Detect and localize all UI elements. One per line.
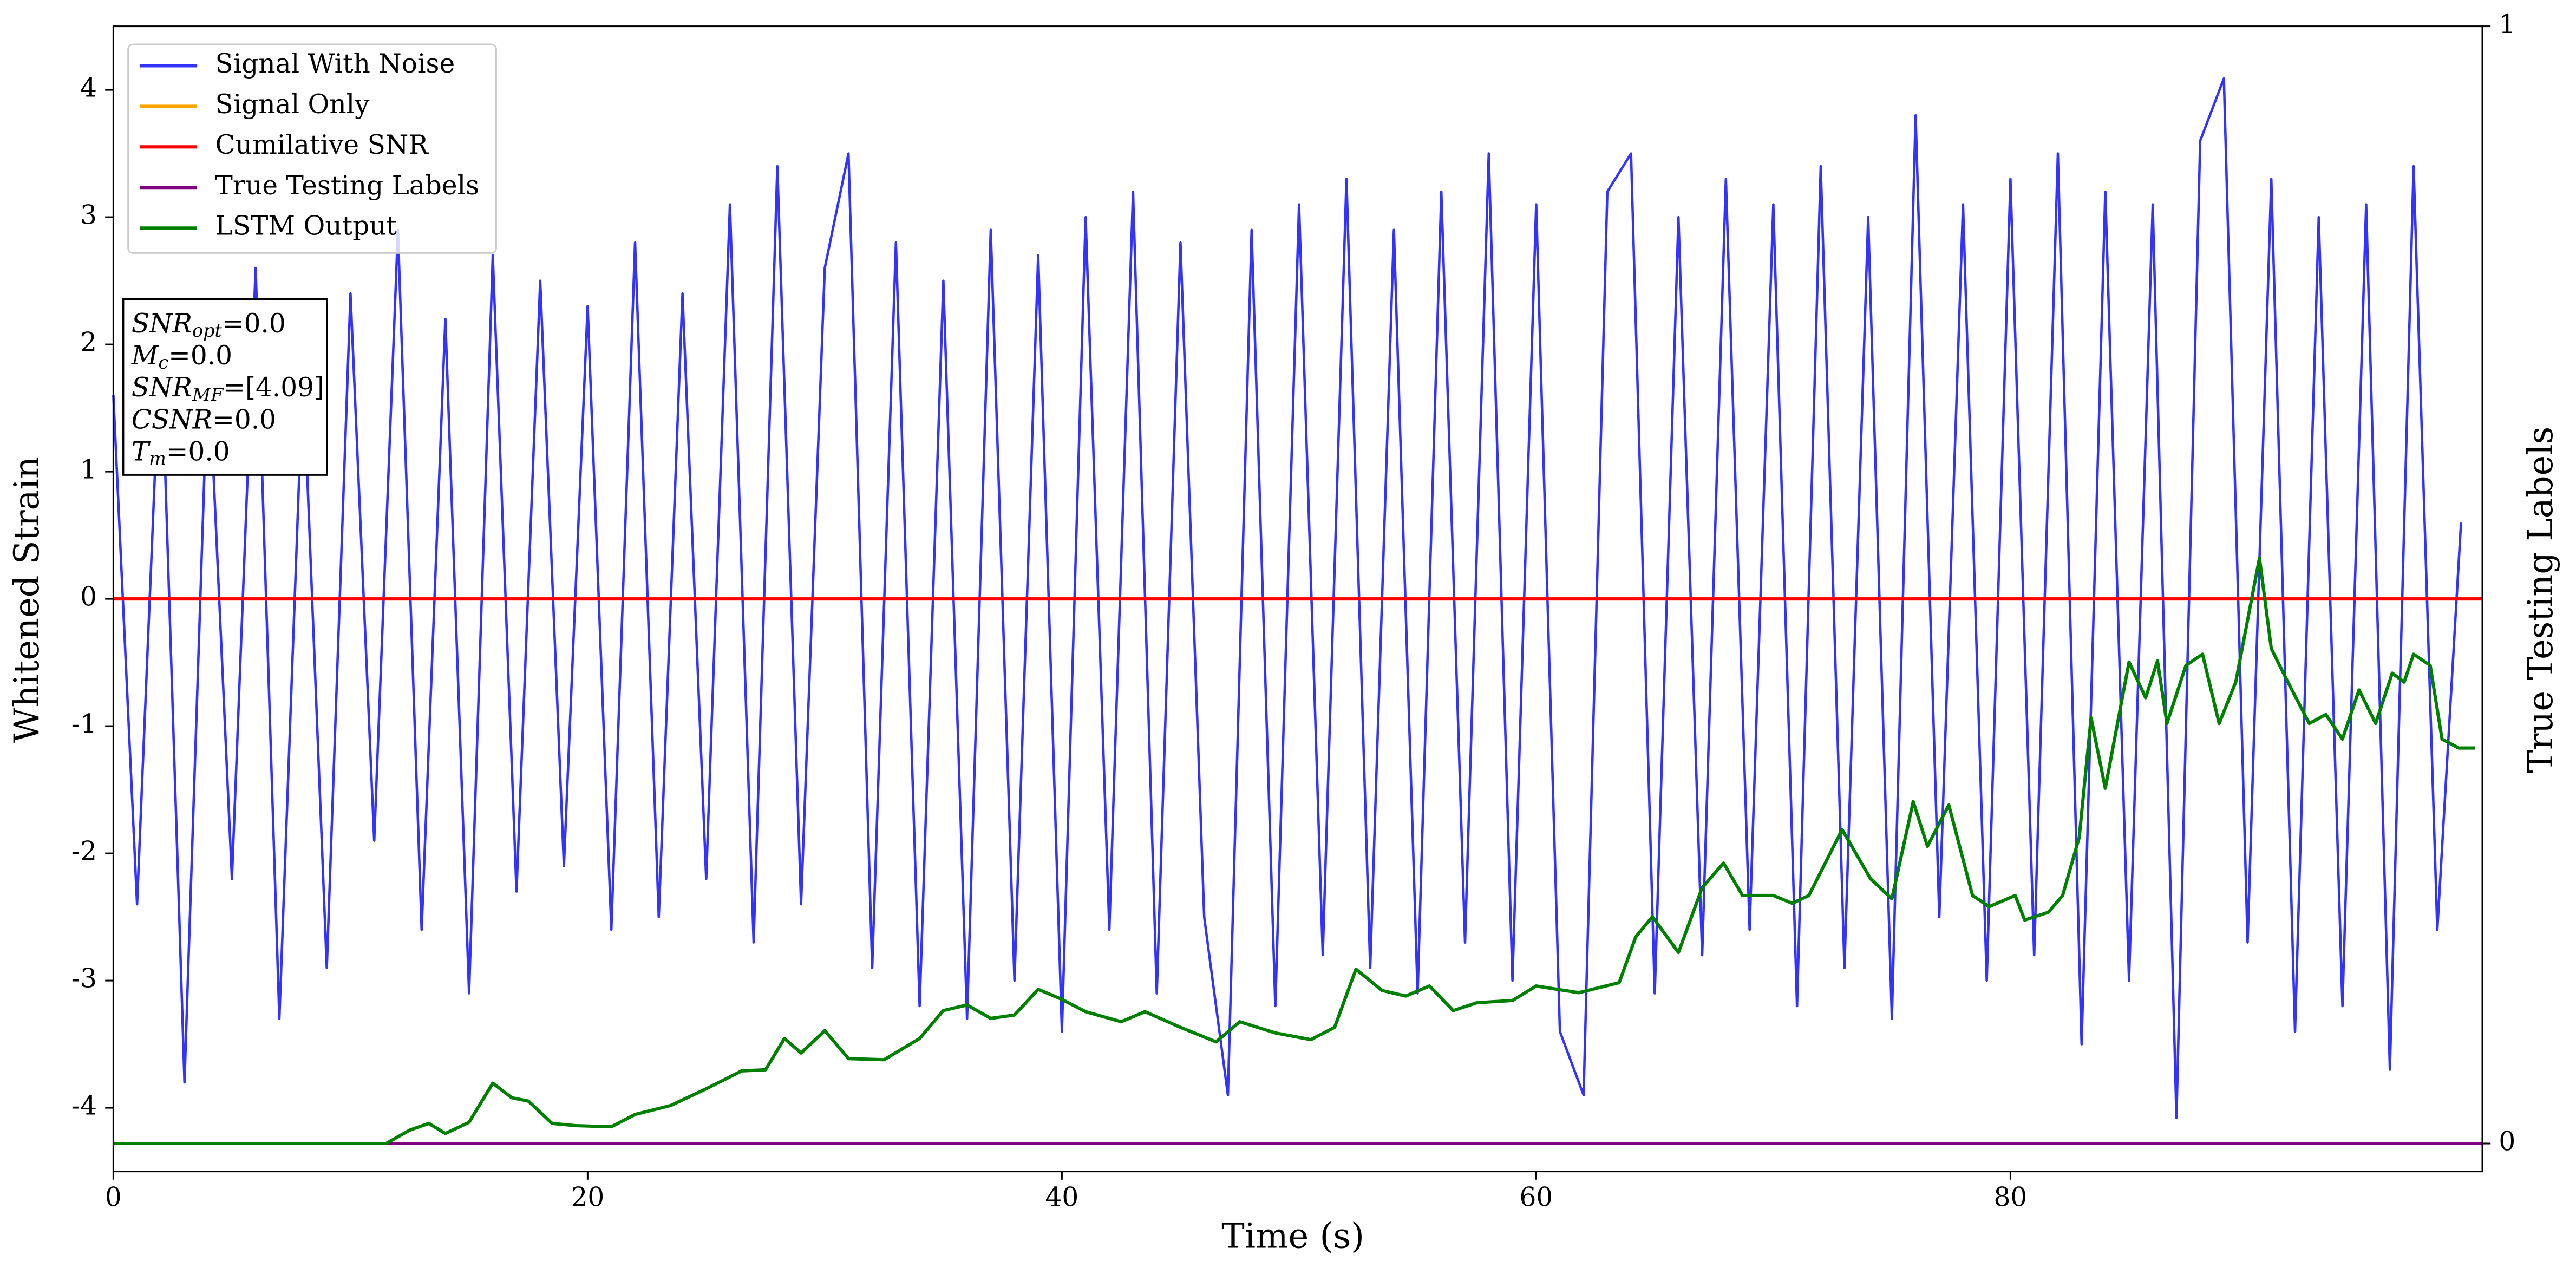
annotation-symbol: M xyxy=(131,341,159,371)
annotation-line: Mc=0.0 xyxy=(131,341,232,374)
annotation-line: CSNR=0.0 xyxy=(132,404,276,435)
annotation-value: =[4.09] xyxy=(223,373,324,403)
y-axis-label: Whitened Strain xyxy=(7,456,47,743)
y-tick-label: 1 xyxy=(80,455,97,485)
y-tick-label: -2 xyxy=(71,837,97,867)
annotation-line: SNRMF=[4.09] xyxy=(132,373,324,406)
y-tick-label: 2 xyxy=(80,328,97,358)
y-tick-label: -1 xyxy=(71,709,97,740)
legend-label: LSTM Output xyxy=(215,211,397,241)
legend: Signal With Noise Signal Only Cumilative S… xyxy=(127,43,497,254)
x-tick-label: 40 xyxy=(1045,1182,1079,1213)
y-tick-label: -4 xyxy=(71,1091,97,1121)
x-tick-label: 60 xyxy=(1520,1182,1553,1213)
annotation-value: =0.0 xyxy=(222,308,286,338)
annotation-subscript: opt xyxy=(192,320,222,341)
legend-label: Cumilative SNR xyxy=(215,130,429,160)
annotation-symbol: SNR xyxy=(132,308,192,338)
annotation-symbol: CSNR xyxy=(132,404,212,435)
annotation-subscript: c xyxy=(158,352,168,373)
y2-tick-label: 0 xyxy=(2499,1127,2515,1157)
plot-area xyxy=(112,77,2483,1146)
x-tick-label: 20 xyxy=(571,1182,604,1213)
legend-label: Signal With Noise xyxy=(215,49,455,79)
legend-label: True Testing Labels xyxy=(215,171,480,201)
y-tick-label: 4 xyxy=(80,73,97,103)
annotation-symbol: T xyxy=(132,436,151,467)
annotation-subscript: MF xyxy=(192,384,224,405)
x-tick-label: 80 xyxy=(1994,1182,2028,1213)
legend-box xyxy=(127,43,497,254)
annotation-box xyxy=(122,298,328,476)
y-tick-label: -3 xyxy=(71,964,97,994)
y-tick-label: 0 xyxy=(80,582,97,612)
series-line xyxy=(113,556,2475,1146)
annotation-value: =0.0 xyxy=(166,436,230,467)
annotation-line: Tm=0.0 xyxy=(132,436,230,469)
annotation-value: =0.0 xyxy=(212,404,276,435)
x-tick-label: 0 xyxy=(105,1182,122,1213)
x-axis-label: Time (s) xyxy=(1221,1217,1364,1257)
y2-axis-label: True Testing Labels xyxy=(2521,427,2561,773)
annotation-subscript: m xyxy=(149,448,166,469)
annotation-line: SNRopt=0.0 xyxy=(132,308,286,341)
annotation: SNRopt=0.0Mc=0.0SNRMF=[4.09]CSNR=0.0Tm=0… xyxy=(122,298,328,476)
legend-label: Signal Only xyxy=(215,89,370,120)
annotation-value: =0.0 xyxy=(168,341,232,371)
y2-tick-label: 1 xyxy=(2499,9,2515,40)
annotation-symbol: SNR xyxy=(132,373,192,403)
y-tick-label: 3 xyxy=(80,200,97,231)
